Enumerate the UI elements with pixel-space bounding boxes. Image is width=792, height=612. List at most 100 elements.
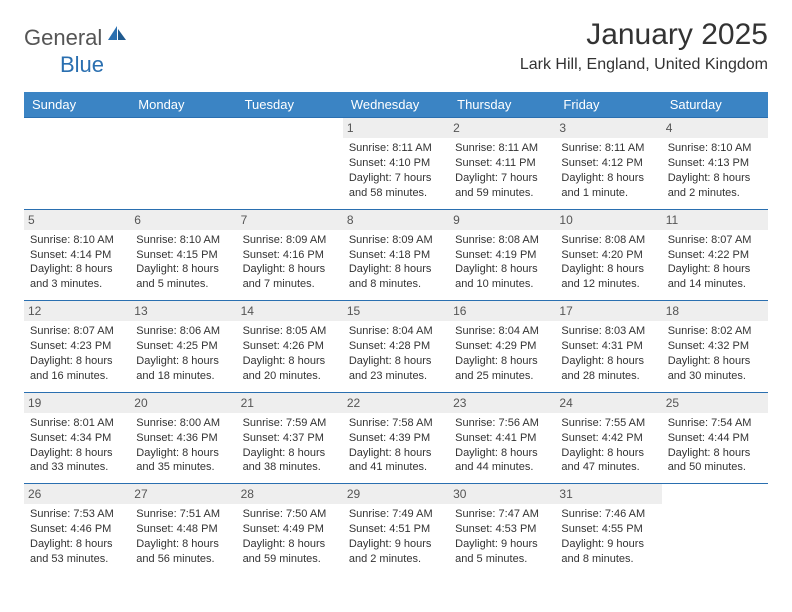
daylight-text: Daylight: 8 hours: [455, 354, 549, 369]
daylight-text: Daylight: 8 hours: [30, 262, 124, 277]
daylight-text: and 56 minutes.: [136, 552, 230, 567]
sunrise-text: Sunrise: 8:00 AM: [136, 416, 230, 431]
daylight-text: and 53 minutes.: [30, 552, 124, 567]
sunrise-text: Sunrise: 8:05 AM: [243, 324, 337, 339]
sunset-text: Sunset: 4:18 PM: [349, 248, 443, 263]
calendar-day-cell: 30Sunrise: 7:47 AMSunset: 4:53 PMDayligh…: [449, 484, 555, 575]
sunset-text: Sunset: 4:13 PM: [668, 156, 762, 171]
weekday-header: Wednesday: [343, 92, 449, 117]
day-number: 31: [555, 484, 661, 504]
sunrise-text: Sunrise: 7:54 AM: [668, 416, 762, 431]
calendar-day-cell: 19Sunrise: 8:01 AMSunset: 4:34 PMDayligh…: [24, 393, 130, 484]
sunset-text: Sunset: 4:37 PM: [243, 431, 337, 446]
calendar-day-cell: 7Sunrise: 8:09 AMSunset: 4:16 PMDaylight…: [237, 210, 343, 301]
sunset-text: Sunset: 4:16 PM: [243, 248, 337, 263]
daylight-text: and 8 minutes.: [349, 277, 443, 292]
calendar-day-cell: 21Sunrise: 7:59 AMSunset: 4:37 PMDayligh…: [237, 393, 343, 484]
calendar-day-cell: 31Sunrise: 7:46 AMSunset: 4:55 PMDayligh…: [555, 484, 661, 575]
calendar-day-cell: 9 Sunrise: 8:08 AMSunset: 4:19 PMDaylight…: [449, 210, 555, 301]
sunrise-text: Sunrise: 7:59 AM: [243, 416, 337, 431]
daylight-text: and 14 minutes.: [668, 277, 762, 292]
sunset-text: Sunset: 4:11 PM: [455, 156, 549, 171]
weekday-header: Monday: [130, 92, 236, 117]
day-number: 14: [237, 301, 343, 321]
day-number: 25: [662, 393, 768, 413]
sunrise-text: Sunrise: 8:11 AM: [349, 141, 443, 156]
day-number: 11: [662, 210, 768, 230]
sunset-text: Sunset: 4:19 PM: [455, 248, 549, 263]
weekday-header: Friday: [555, 92, 661, 117]
daylight-text: Daylight: 8 hours: [561, 171, 655, 186]
sunset-text: Sunset: 4:12 PM: [561, 156, 655, 171]
calendar-week-row: 5Sunrise: 8:10 AMSunset: 4:14 PMDaylight…: [24, 209, 768, 301]
daylight-text: and 25 minutes.: [455, 369, 549, 384]
daylight-text: Daylight: 8 hours: [349, 262, 443, 277]
sunset-text: Sunset: 4:14 PM: [30, 248, 124, 263]
daylight-text: Daylight: 8 hours: [668, 354, 762, 369]
sunset-text: Sunset: 4:36 PM: [136, 431, 230, 446]
day-number: 10: [555, 210, 661, 230]
day-number: 9: [449, 210, 555, 230]
calendar-day-cell: 27Sunrise: 7:51 AMSunset: 4:48 PMDayligh…: [130, 484, 236, 575]
sunrise-text: Sunrise: 8:08 AM: [561, 233, 655, 248]
daylight-text: and 16 minutes.: [30, 369, 124, 384]
daylight-text: Daylight: 8 hours: [30, 354, 124, 369]
calendar-day-cell: 25Sunrise: 7:54 AMSunset: 4:44 PMDayligh…: [662, 393, 768, 484]
sunrise-text: Sunrise: 8:08 AM: [455, 233, 549, 248]
calendar-day-cell: 24Sunrise: 7:55 AMSunset: 4:42 PMDayligh…: [555, 393, 661, 484]
weekday-header: Sunday: [24, 92, 130, 117]
day-number: 26: [24, 484, 130, 504]
calendar-day-cell: 3Sunrise: 8:11 AMSunset: 4:12 PMDaylight…: [555, 118, 661, 209]
sunrise-text: Sunrise: 8:04 AM: [455, 324, 549, 339]
location-subtitle: Lark Hill, England, United Kingdom: [520, 56, 768, 74]
day-number: 23: [449, 393, 555, 413]
daylight-text: and 59 minutes.: [455, 186, 549, 201]
day-number: 13: [130, 301, 236, 321]
daylight-text: Daylight: 8 hours: [136, 354, 230, 369]
calendar-week-row: 26Sunrise: 7:53 AMSunset: 4:46 PMDayligh…: [24, 483, 768, 575]
daylight-text: and 3 minutes.: [30, 277, 124, 292]
month-title: January 2025: [520, 18, 768, 52]
calendar-day-cell: [237, 118, 343, 209]
day-number: 22: [343, 393, 449, 413]
daylight-text: Daylight: 8 hours: [136, 262, 230, 277]
weekday-header: Saturday: [662, 92, 768, 117]
daylight-text: and 7 minutes.: [243, 277, 337, 292]
brand-logo: General: [24, 24, 108, 51]
sunrise-text: Sunrise: 8:07 AM: [668, 233, 762, 248]
daylight-text: Daylight: 8 hours: [243, 354, 337, 369]
day-number: 29: [343, 484, 449, 504]
sunset-text: Sunset: 4:49 PM: [243, 522, 337, 537]
daylight-text: Daylight: 8 hours: [668, 262, 762, 277]
daylight-text: Daylight: 8 hours: [243, 262, 337, 277]
calendar-header-row: SundayMondayTuesdayWednesdayThursdayFrid…: [24, 92, 768, 117]
daylight-text: and 58 minutes.: [349, 186, 443, 201]
daylight-text: and 10 minutes.: [455, 277, 549, 292]
sunrise-text: Sunrise: 8:07 AM: [30, 324, 124, 339]
sunrise-text: Sunrise: 7:55 AM: [561, 416, 655, 431]
sunset-text: Sunset: 4:41 PM: [455, 431, 549, 446]
sunset-text: Sunset: 4:51 PM: [349, 522, 443, 537]
daylight-text: Daylight: 8 hours: [455, 262, 549, 277]
weekday-header: Tuesday: [237, 92, 343, 117]
daylight-text: and 5 minutes.: [455, 552, 549, 567]
daylight-text: Daylight: 8 hours: [349, 446, 443, 461]
title-block: January 2025 Lark Hill, England, United …: [520, 18, 768, 74]
calendar-day-cell: 4Sunrise: 8:10 AMSunset: 4:13 PMDaylight…: [662, 118, 768, 209]
calendar-page: General January 2025 Lark Hill, England,…: [0, 0, 792, 575]
sunrise-text: Sunrise: 7:49 AM: [349, 507, 443, 522]
daylight-text: Daylight: 9 hours: [349, 537, 443, 552]
sunset-text: Sunset: 4:44 PM: [668, 431, 762, 446]
daylight-text: and 38 minutes.: [243, 460, 337, 475]
daylight-text: and 2 minutes.: [349, 552, 443, 567]
day-number: 7: [237, 210, 343, 230]
sunrise-text: Sunrise: 7:47 AM: [455, 507, 549, 522]
brand-text-blue: Blue: [60, 52, 104, 77]
sunrise-text: Sunrise: 7:58 AM: [349, 416, 443, 431]
daylight-text: Daylight: 7 hours: [349, 171, 443, 186]
daylight-text: and 8 minutes.: [561, 552, 655, 567]
sail-icon: [106, 24, 128, 47]
sunrise-text: Sunrise: 8:11 AM: [455, 141, 549, 156]
day-number: 5: [24, 210, 130, 230]
sunset-text: Sunset: 4:34 PM: [30, 431, 124, 446]
